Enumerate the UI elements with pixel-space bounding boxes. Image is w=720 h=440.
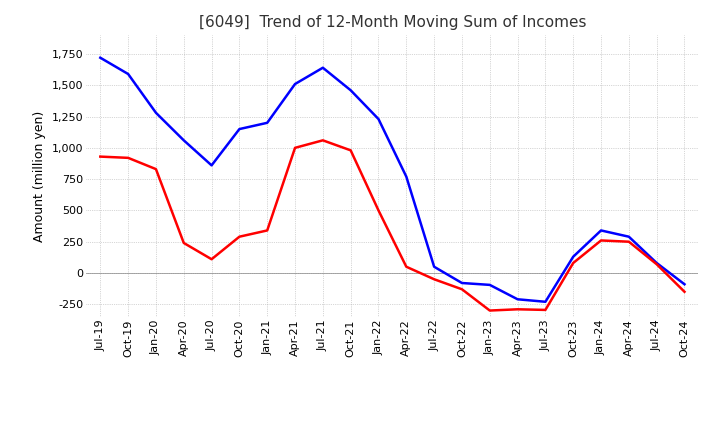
Net Income bbox=[513, 307, 522, 312]
Net Income bbox=[374, 208, 383, 213]
Net Income bbox=[569, 260, 577, 266]
Net Income bbox=[207, 257, 216, 262]
Net Income bbox=[541, 307, 550, 312]
Y-axis label: Amount (million yen): Amount (million yen) bbox=[33, 110, 47, 242]
Ordinary Income bbox=[207, 163, 216, 168]
Ordinary Income bbox=[430, 264, 438, 269]
Net Income bbox=[624, 239, 633, 244]
Net Income bbox=[402, 264, 410, 269]
Line: Ordinary Income: Ordinary Income bbox=[100, 58, 685, 302]
Net Income bbox=[179, 240, 188, 246]
Net Income bbox=[263, 228, 271, 233]
Title: [6049]  Trend of 12-Month Moving Sum of Incomes: [6049] Trend of 12-Month Moving Sum of I… bbox=[199, 15, 586, 30]
Line: Net Income: Net Income bbox=[100, 140, 685, 311]
Ordinary Income bbox=[96, 55, 104, 60]
Ordinary Income bbox=[402, 174, 410, 179]
Ordinary Income bbox=[485, 282, 494, 287]
Ordinary Income bbox=[652, 260, 661, 266]
Net Income bbox=[485, 308, 494, 313]
Ordinary Income bbox=[152, 110, 161, 115]
Ordinary Income bbox=[263, 120, 271, 125]
Net Income bbox=[430, 277, 438, 282]
Net Income bbox=[96, 154, 104, 159]
Net Income bbox=[318, 138, 327, 143]
Ordinary Income bbox=[235, 126, 243, 132]
Net Income bbox=[291, 145, 300, 150]
Ordinary Income bbox=[597, 228, 606, 233]
Ordinary Income bbox=[346, 88, 355, 93]
Ordinary Income bbox=[513, 297, 522, 302]
Net Income bbox=[652, 262, 661, 267]
Net Income bbox=[458, 286, 467, 292]
Net Income bbox=[680, 289, 689, 294]
Net Income bbox=[346, 148, 355, 153]
Net Income bbox=[152, 166, 161, 172]
Ordinary Income bbox=[624, 234, 633, 239]
Ordinary Income bbox=[458, 280, 467, 286]
Ordinary Income bbox=[179, 138, 188, 143]
Ordinary Income bbox=[291, 81, 300, 87]
Ordinary Income bbox=[374, 117, 383, 122]
Ordinary Income bbox=[569, 254, 577, 259]
Ordinary Income bbox=[680, 282, 689, 287]
Ordinary Income bbox=[124, 71, 132, 77]
Net Income bbox=[597, 238, 606, 243]
Net Income bbox=[124, 155, 132, 161]
Ordinary Income bbox=[318, 65, 327, 70]
Net Income bbox=[235, 234, 243, 239]
Ordinary Income bbox=[541, 299, 550, 304]
